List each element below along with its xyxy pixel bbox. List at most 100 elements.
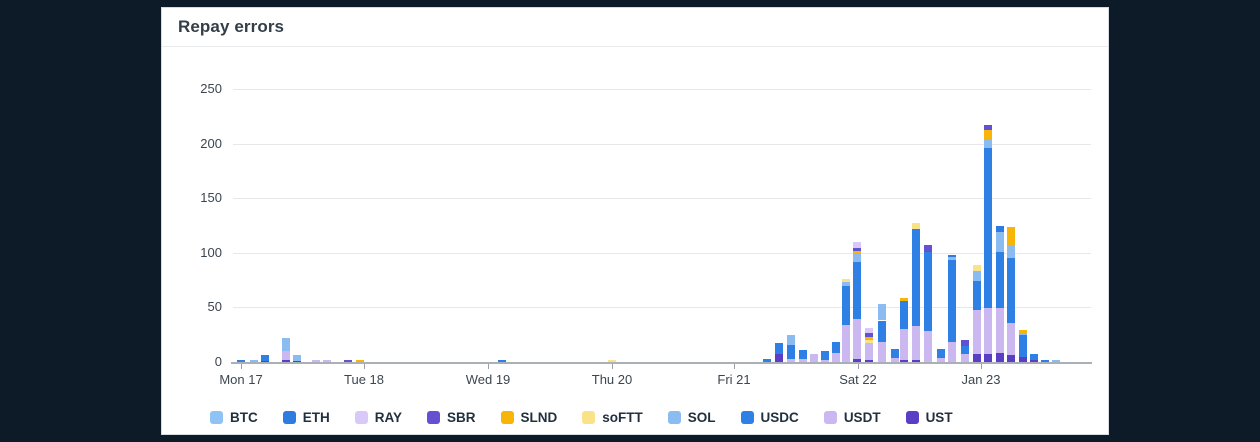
bar-segment-USDC[interactable]	[842, 285, 850, 325]
bar-segment-SBR[interactable]	[865, 332, 873, 337]
bar-segment-SLND[interactable]	[900, 297, 908, 301]
bar-segment-SLND[interactable]	[356, 359, 364, 362]
bar-segment-USDT[interactable]	[961, 354, 969, 362]
bar-segment-SBR[interactable]	[344, 359, 352, 362]
bar-segment-USDC[interactable]	[237, 359, 245, 362]
bar-segment-USDT[interactable]	[912, 325, 920, 360]
bar-segment-USDC[interactable]	[900, 300, 908, 330]
bar-segment-USDC[interactable]	[1019, 334, 1027, 357]
bar-segment-USDC[interactable]	[973, 281, 981, 310]
bar-segment-SLND[interactable]	[853, 250, 861, 253]
bar-segment-USDT[interactable]	[799, 358, 807, 362]
bar-segment-USDC[interactable]	[832, 342, 840, 354]
bar-segment-USDC[interactable]	[1007, 258, 1015, 323]
bar-segment-USDT[interactable]	[787, 358, 795, 362]
bar-segment-USDT[interactable]	[973, 309, 981, 355]
bar-segment-UST[interactable]	[900, 359, 908, 362]
bar-segment-SOL[interactable]	[293, 355, 301, 361]
bar-segment-USDT[interactable]	[865, 343, 873, 360]
bar-segment-soFTT[interactable]	[842, 279, 850, 283]
bar-segment-UST[interactable]	[1030, 359, 1038, 362]
bar-segment-soFTT[interactable]	[865, 340, 873, 344]
bar-segment-USDT[interactable]	[891, 357, 899, 362]
bar-segment-UST[interactable]	[973, 354, 981, 362]
bar-segment-USDT[interactable]	[323, 359, 331, 362]
bar-segment-USDC[interactable]	[1030, 354, 1038, 360]
bar-segment-SLND[interactable]	[1007, 226, 1015, 246]
bar-segment-USDC[interactable]	[775, 343, 783, 355]
bar-segment-USDC[interactable]	[948, 260, 956, 343]
bar-segment-UST[interactable]	[865, 359, 873, 362]
legend-item-SOL[interactable]: SOL	[667, 410, 716, 425]
bar-segment-RAY[interactable]	[853, 241, 861, 249]
bar-segment-USDC[interactable]	[878, 320, 886, 343]
bar-segment-USDC[interactable]	[984, 147, 992, 309]
bar-segment-SLND[interactable]	[1019, 330, 1027, 333]
bar-segment-SOL[interactable]	[973, 271, 981, 282]
bar-segment-UST[interactable]	[984, 354, 992, 362]
bar-segment-USDC[interactable]	[937, 348, 945, 358]
bar-segment-UST[interactable]	[261, 360, 269, 362]
bar-segment-UST[interactable]	[996, 353, 1004, 362]
bar-segment-SOL[interactable]	[842, 282, 850, 286]
bar-segment-UST[interactable]	[775, 354, 783, 362]
bar-segment-USDT[interactable]	[937, 357, 945, 362]
bar-segment-USDT[interactable]	[832, 353, 840, 362]
bar-segment-SOL[interactable]	[996, 232, 1004, 252]
bar-segment-USDC[interactable]	[924, 251, 932, 332]
bar-segment-USDT[interactable]	[948, 342, 956, 362]
bar-segment-USDT[interactable]	[842, 324, 850, 362]
bar-segment-USDT[interactable]	[984, 308, 992, 355]
bar-segment-USDT[interactable]	[924, 331, 932, 362]
bar-segment-SLND[interactable]	[984, 130, 992, 140]
bar-segment-SOL[interactable]	[948, 257, 956, 261]
bar-segment-soFTT[interactable]	[912, 223, 920, 229]
bar-segment-SLND[interactable]	[865, 336, 873, 341]
bar-segment-USDT[interactable]	[821, 359, 829, 362]
legend-item-ETH[interactable]: ETH	[282, 410, 330, 425]
bar-segment-USDC[interactable]	[912, 228, 920, 326]
legend-item-RAY[interactable]: RAY	[354, 410, 402, 425]
bar-segment-USDT[interactable]	[312, 359, 320, 362]
bar-segment-soFTT[interactable]	[973, 264, 981, 272]
bar-segment-USDC[interactable]	[961, 345, 969, 355]
bar-segment-USDT[interactable]	[853, 319, 861, 359]
legend-item-UST[interactable]: UST	[905, 410, 953, 425]
bar-segment-SBR[interactable]	[853, 248, 861, 251]
legend-item-SLND[interactable]: SLND	[500, 410, 557, 425]
bar-segment-UST[interactable]	[1007, 355, 1015, 362]
bar-segment-USDC[interactable]	[763, 358, 771, 362]
bar-segment-SOL[interactable]	[282, 337, 290, 352]
bar-segment-UST[interactable]	[293, 360, 301, 362]
bar-segment-USDT[interactable]	[282, 351, 290, 360]
bar-segment-SBR[interactable]	[984, 125, 992, 131]
legend-item-USDT[interactable]: USDT	[823, 410, 881, 425]
bar-segment-UST[interactable]	[1019, 356, 1027, 362]
bar-segment-USDC[interactable]	[1041, 359, 1049, 362]
bar-segment-USDC[interactable]	[821, 351, 829, 360]
bar-segment-USDC[interactable]	[853, 261, 861, 320]
bar-segment-ETH[interactable]	[948, 254, 956, 258]
bar-segment-USDC[interactable]	[799, 349, 807, 359]
bar-segment-SOL[interactable]	[787, 334, 795, 345]
bar-segment-USDC[interactable]	[891, 348, 899, 358]
bar-segment-USDT[interactable]	[878, 342, 886, 362]
bar-segment-SOL[interactable]	[878, 304, 886, 321]
bar-segment-USDC[interactable]	[498, 359, 506, 362]
bar-segment-RAY[interactable]	[865, 328, 873, 333]
bar-segment-SOL[interactable]	[1019, 332, 1027, 335]
bar-segment-USDT[interactable]	[810, 354, 818, 362]
bar-segment-SOL[interactable]	[853, 252, 861, 262]
bar-segment-SOL[interactable]	[984, 139, 992, 148]
bar-segment-soFTT[interactable]	[608, 359, 616, 362]
bar-segment-SOL[interactable]	[1052, 360, 1060, 362]
bar-segment-ETH[interactable]	[996, 225, 1004, 233]
bar-segment-UST[interactable]	[853, 358, 861, 362]
bar-segment-UST[interactable]	[912, 359, 920, 362]
bar-segment-USDT[interactable]	[1007, 322, 1015, 356]
bar-segment-UST[interactable]	[282, 359, 290, 362]
legend-item-soFTT[interactable]: soFTT	[582, 410, 643, 425]
bar-segment-USDT[interactable]	[900, 329, 908, 360]
bar-segment-SOL[interactable]	[250, 359, 258, 362]
bar-segment-SOL[interactable]	[1007, 245, 1015, 259]
